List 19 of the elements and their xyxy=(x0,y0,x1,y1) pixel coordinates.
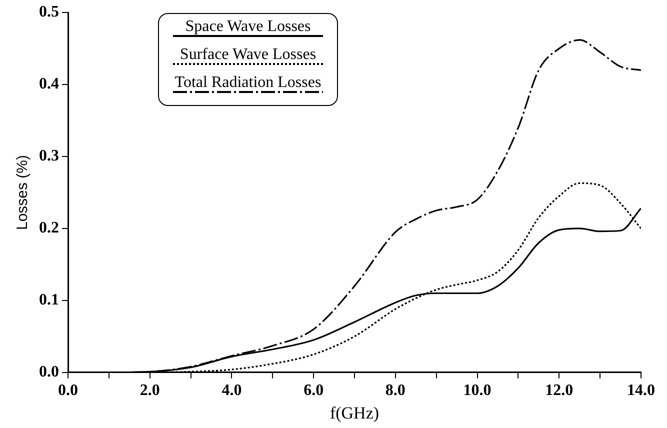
legend-label: Surface Wave Losses xyxy=(178,46,318,63)
x-tick-label: 8.0 xyxy=(385,382,406,400)
x-axis-title: f(GHz) xyxy=(330,403,380,422)
x-tick-label: 2.0 xyxy=(140,382,160,400)
x-tick-label: 0.0 xyxy=(58,382,78,400)
x-tick-label: 12.0 xyxy=(545,382,574,400)
legend-label: Space Wave Losses xyxy=(184,18,312,35)
x-tick-label: 14.0 xyxy=(627,382,655,400)
x-tick-label: 4.0 xyxy=(222,382,242,400)
y-tick-label: 0.3 xyxy=(39,148,59,165)
legend-label: Total Radiation Losses xyxy=(174,74,322,91)
y-tick-label: 0.1 xyxy=(39,292,59,309)
y-axis-title: Losses (%) xyxy=(14,154,32,230)
x-tick-label: 6.0 xyxy=(304,382,324,400)
y-tick-label: 0.4 xyxy=(39,76,59,93)
y-tick-label: 0.5 xyxy=(39,4,59,21)
x-tick-label: 10.0 xyxy=(463,382,492,400)
y-tick-label: 0.2 xyxy=(39,220,59,237)
y-tick-label: 0.0 xyxy=(39,364,59,381)
